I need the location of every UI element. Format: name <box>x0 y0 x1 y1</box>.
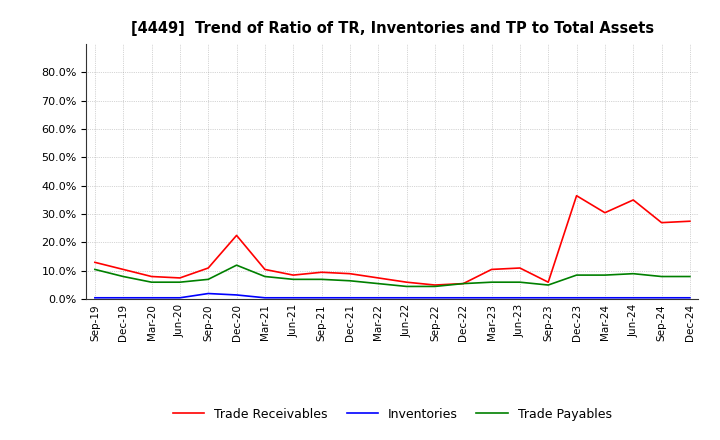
Trade Receivables <box>572 193 581 198</box>
Line: Trade Payables: Trade Payables <box>95 265 690 286</box>
Line: Trade Receivables: Trade Receivables <box>95 196 690 285</box>
Inventories <box>318 295 326 301</box>
Trade Payables <box>204 277 212 282</box>
Trade Payables <box>516 279 524 285</box>
Trade Payables <box>318 277 326 282</box>
Inventories <box>289 295 297 301</box>
Trade Payables <box>346 278 354 283</box>
Inventories <box>233 292 241 297</box>
Trade Receivables <box>346 271 354 276</box>
Trade Payables <box>261 274 269 279</box>
Trade Receivables <box>204 265 212 271</box>
Inventories <box>600 295 609 301</box>
Trade Receivables <box>629 197 637 202</box>
Trade Receivables <box>374 275 382 281</box>
Trade Payables <box>119 274 127 279</box>
Trade Payables <box>233 263 241 268</box>
Inventories <box>431 295 439 301</box>
Trade Receivables <box>544 279 552 285</box>
Trade Receivables <box>431 282 439 288</box>
Trade Receivables <box>459 281 467 286</box>
Line: Inventories: Inventories <box>95 293 690 298</box>
Inventories <box>148 295 156 301</box>
Inventories <box>176 295 184 301</box>
Inventories <box>459 295 467 301</box>
Trade Payables <box>685 274 694 279</box>
Trade Payables <box>600 272 609 278</box>
Trade Payables <box>176 279 184 285</box>
Trade Receivables <box>233 233 241 238</box>
Trade Payables <box>629 271 637 276</box>
Trade Receivables <box>176 275 184 281</box>
Inventories <box>374 295 382 301</box>
Inventories <box>487 295 496 301</box>
Trade Payables <box>544 282 552 288</box>
Trade Receivables <box>119 267 127 272</box>
Inventories <box>402 295 411 301</box>
Inventories <box>685 295 694 301</box>
Trade Receivables <box>685 219 694 224</box>
Trade Payables <box>431 284 439 289</box>
Trade Receivables <box>516 265 524 271</box>
Trade Receivables <box>318 270 326 275</box>
Inventories <box>629 295 637 301</box>
Trade Receivables <box>657 220 666 225</box>
Legend: Trade Receivables, Inventories, Trade Payables: Trade Receivables, Inventories, Trade Pa… <box>168 403 617 425</box>
Inventories <box>346 295 354 301</box>
Title: [4449]  Trend of Ratio of TR, Inventories and TP to Total Assets: [4449] Trend of Ratio of TR, Inventories… <box>131 21 654 36</box>
Trade Payables <box>374 281 382 286</box>
Inventories <box>572 295 581 301</box>
Trade Payables <box>289 277 297 282</box>
Inventories <box>261 295 269 301</box>
Inventories <box>91 295 99 301</box>
Trade Payables <box>91 267 99 272</box>
Trade Payables <box>487 279 496 285</box>
Trade Receivables <box>402 279 411 285</box>
Trade Receivables <box>148 274 156 279</box>
Trade Payables <box>459 281 467 286</box>
Inventories <box>657 295 666 301</box>
Trade Receivables <box>261 267 269 272</box>
Trade Payables <box>572 272 581 278</box>
Trade Receivables <box>289 272 297 278</box>
Trade Receivables <box>487 267 496 272</box>
Inventories <box>544 295 552 301</box>
Trade Receivables <box>600 210 609 215</box>
Trade Payables <box>657 274 666 279</box>
Trade Payables <box>148 279 156 285</box>
Inventories <box>119 295 127 301</box>
Trade Receivables <box>91 260 99 265</box>
Trade Payables <box>402 284 411 289</box>
Inventories <box>516 295 524 301</box>
Inventories <box>204 291 212 296</box>
